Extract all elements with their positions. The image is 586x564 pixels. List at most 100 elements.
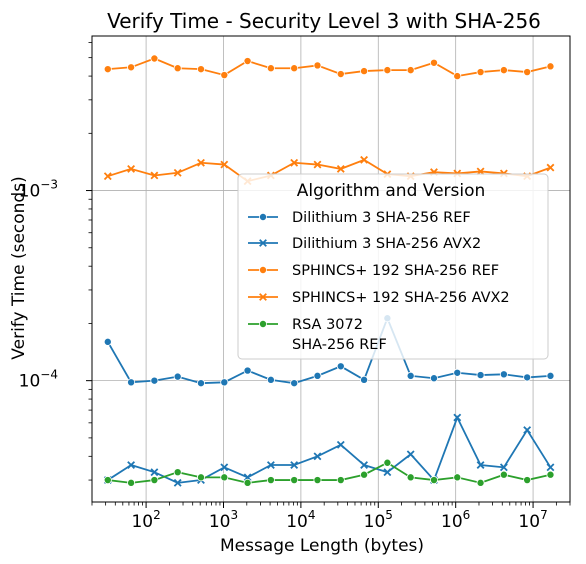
x-tick-exponent: 7 xyxy=(540,508,548,522)
data-point xyxy=(313,452,322,461)
data-point xyxy=(290,64,299,73)
data-point xyxy=(103,337,112,346)
data-point xyxy=(383,468,392,477)
x-tick-label: 104 xyxy=(286,508,315,532)
x-axis-label: Message Length (bytes) xyxy=(220,536,424,556)
legend-swatch-marker xyxy=(258,265,267,274)
chart-title: Verify Time - Security Level 3 with SHA-… xyxy=(107,9,541,33)
data-point xyxy=(313,61,322,70)
data-point xyxy=(476,68,485,77)
data-point xyxy=(336,362,345,371)
data-point xyxy=(360,470,369,479)
data-point xyxy=(360,375,369,384)
x-tick-label: 106 xyxy=(441,508,470,532)
data-point xyxy=(523,476,532,485)
data-point xyxy=(220,71,229,80)
data-point xyxy=(127,164,136,173)
x-tick-label: 103 xyxy=(209,508,238,532)
data-point xyxy=(150,376,159,385)
x-tick-exponent: 2 xyxy=(153,508,161,522)
series-2 xyxy=(103,54,555,81)
series-line xyxy=(107,415,552,484)
x-axis-ticks: 102 103 104 105 106 107 xyxy=(131,502,548,532)
y-tick-exponent: −3 xyxy=(40,178,58,192)
data-point xyxy=(197,158,205,167)
data-point xyxy=(173,478,182,487)
legend-box xyxy=(237,173,549,360)
data-point xyxy=(406,450,415,459)
data-point xyxy=(546,470,555,479)
data-point xyxy=(360,155,369,164)
legend-title: Algorithm and Version xyxy=(297,181,486,201)
data-point xyxy=(406,473,415,482)
data-point xyxy=(429,476,438,485)
data-point xyxy=(406,371,415,380)
data-point xyxy=(220,378,229,387)
legend-item: SPHINCS+ 192 SHA-256 AVX2 xyxy=(248,290,510,306)
y-tick-label: 10−4 xyxy=(19,368,58,392)
legend: Algorithm and Version Dilithium 3 SHA-256… xyxy=(237,173,549,360)
data-point xyxy=(103,172,112,181)
legend-item: SPHINCS+ 192 SHA-256 REF xyxy=(248,263,499,279)
data-point xyxy=(150,476,159,485)
data-point xyxy=(290,461,299,469)
data-point xyxy=(290,476,299,485)
legend-swatch-marker xyxy=(258,319,267,328)
data-point xyxy=(103,476,112,485)
legend-item: Dilithium 3 SHA-256 AVX2 xyxy=(248,236,481,252)
x-tick-exponent: 5 xyxy=(385,508,393,522)
data-point xyxy=(383,458,392,467)
legend-label: SPHINCS+ 192 SHA-256 REF xyxy=(292,263,499,279)
data-point xyxy=(243,366,252,375)
series-line xyxy=(107,158,551,183)
data-point xyxy=(173,372,182,381)
data-point xyxy=(523,373,532,382)
data-point xyxy=(266,375,275,384)
data-point xyxy=(266,476,275,485)
data-point xyxy=(103,65,112,74)
y-tick-exponent: −4 xyxy=(40,368,58,382)
data-point xyxy=(406,66,415,75)
legend-label: Dilithium 3 SHA-256 AVX2 xyxy=(292,236,481,252)
x-tick-exponent: 4 xyxy=(308,508,316,522)
data-point xyxy=(150,171,159,180)
data-point xyxy=(150,468,159,477)
data-point xyxy=(453,368,462,377)
legend-label: SPHINCS+ 192 SHA-256 AVX2 xyxy=(292,290,510,306)
data-point xyxy=(196,65,205,74)
data-point xyxy=(429,58,438,67)
legend-item: RSA 3072 SHA-256 REF xyxy=(248,317,387,353)
legend-label: Dilithium 3 SHA-256 REF xyxy=(292,210,471,226)
data-point xyxy=(220,463,229,472)
data-point xyxy=(173,468,182,477)
data-point xyxy=(546,62,555,71)
data-point xyxy=(336,440,345,449)
x-tick-label: 107 xyxy=(518,508,547,532)
data-point xyxy=(476,371,485,380)
data-point xyxy=(127,478,136,487)
y-axis-ticks: 10−4 10−3 xyxy=(19,178,92,392)
data-point xyxy=(453,413,462,422)
data-point xyxy=(196,379,205,388)
data-point xyxy=(243,57,252,66)
series-0 xyxy=(103,314,555,388)
data-point xyxy=(313,476,322,485)
series-4 xyxy=(103,458,555,487)
data-point xyxy=(266,461,275,469)
x-tick-label: 105 xyxy=(364,508,393,532)
legend-swatch-marker xyxy=(258,212,267,221)
legend-swatch-marker xyxy=(259,293,267,301)
data-point xyxy=(127,63,136,72)
minor-ticks xyxy=(88,42,571,506)
x-tick-exponent: 3 xyxy=(230,508,238,522)
data-point xyxy=(290,158,299,167)
data-point xyxy=(336,70,345,79)
data-point xyxy=(220,160,229,169)
data-point xyxy=(499,470,508,479)
data-point xyxy=(453,72,462,81)
data-point xyxy=(313,160,322,169)
data-point xyxy=(476,461,485,469)
data-point xyxy=(499,66,508,75)
data-point xyxy=(196,473,205,482)
